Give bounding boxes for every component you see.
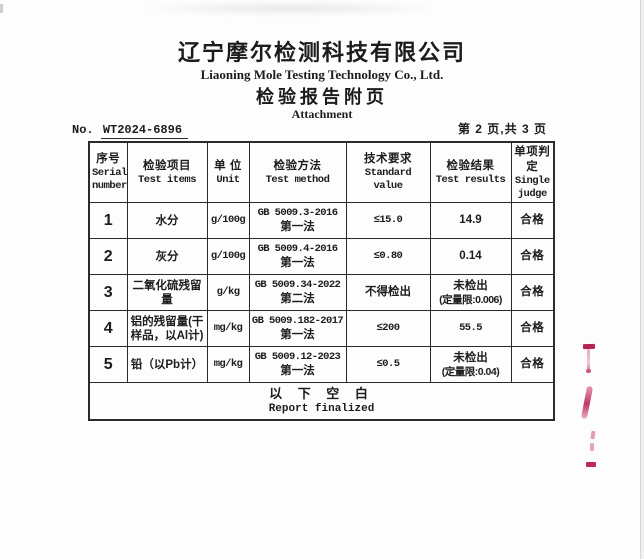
cell-serial: 5 xyxy=(88,346,128,383)
cell-method: GB 5009.4-2016 第一法 xyxy=(248,238,347,275)
meta-row: No. WT2024-6896 第 2 页,共 3 页 xyxy=(72,120,547,139)
cell-judge: 合格 xyxy=(510,310,555,347)
report-title-en: Attachment xyxy=(291,107,353,121)
cell-unit: g/100g xyxy=(206,238,250,275)
stamp-fragment-mark2 xyxy=(590,443,594,451)
cell-result: 0.14 xyxy=(429,238,512,275)
stamp-fragment-mark1 xyxy=(590,430,596,440)
cell-method: GB 5009.182-2017 第一法 xyxy=(248,310,347,347)
cell-result: 14.9 xyxy=(429,202,512,239)
cell-result: 未检出 (定量限:0.04) xyxy=(429,346,512,383)
stamp-fragment-streak xyxy=(580,385,594,420)
table-row: 1 水分 g/100g GB 5009.3-2016 第一法 ≤15.0 14.9… xyxy=(88,202,555,239)
cell-serial: 1 xyxy=(88,202,128,239)
cell-method: GB 5009.34-2022 第二法 xyxy=(248,274,347,311)
cell-item: 铝的残留量(干样品，以Al计) xyxy=(126,310,208,347)
page-edge-line xyxy=(640,0,644,559)
stamp-fragment-dash xyxy=(586,462,596,467)
table-header-row: 序号 Serial number 检验项目 Test items 单 位 Unit 检… xyxy=(88,141,555,203)
cell-serial: 3 xyxy=(88,274,128,311)
scan-smudge xyxy=(145,2,435,15)
page-indicator: 第 2 页,共 3 页 xyxy=(457,122,547,136)
col-header-unit: 单 位 Unit xyxy=(206,141,250,203)
cell-judge: 合格 xyxy=(510,346,555,383)
table-row: 4 铝的残留量(干样品，以Al计) mg/kg GB 5009.182-2017… xyxy=(88,310,555,347)
stamp-fragment-dot xyxy=(586,369,591,373)
cell-item: 铅（以Pb计） xyxy=(126,346,208,383)
cell-serial: 2 xyxy=(88,238,128,275)
footer-blank-note: 以 下 空 白 Report finalized xyxy=(88,382,555,421)
table-row: 3 二氧化硫残留量 g/kg GB 5009.34-2022 第二法 不得检出 未… xyxy=(88,274,555,311)
cell-item: 水分 xyxy=(126,202,208,239)
col-header-results: 检验结果 Test results xyxy=(429,141,512,203)
cell-result: 55.5 xyxy=(429,310,512,347)
cell-judge: 合格 xyxy=(510,274,555,311)
report-number: No. WT2024-6896 xyxy=(72,123,189,139)
report-title-cn: 检验报告附页 xyxy=(256,87,388,107)
table-row: 2 灰分 g/100g GB 5009.4-2016 第一法 ≤0.80 0.14… xyxy=(88,238,555,275)
cell-standard: ≤200 xyxy=(345,310,431,347)
cell-method: GB 5009.12-2023 第一法 xyxy=(248,346,347,383)
cell-method: GB 5009.3-2016 第一法 xyxy=(248,202,347,239)
col-header-method: 检验方法 Test method xyxy=(248,141,347,203)
table-row: 5 铅（以Pb计） mg/kg GB 5009.12-2023 第一法 ≤0.5 … xyxy=(88,346,555,383)
cell-unit: mg/kg xyxy=(206,346,250,383)
col-header-standard: 技术要求 Standard value xyxy=(345,141,431,203)
cell-result: 未检出 (定量限:0.006) xyxy=(429,274,512,311)
cell-unit: g/100g xyxy=(206,202,250,239)
cell-standard: ≤0.5 xyxy=(345,346,431,383)
scan-corner-mark xyxy=(0,4,3,13)
cell-judge: 合格 xyxy=(510,202,555,239)
table-footer-row: 以 下 空 白 Report finalized xyxy=(88,382,555,421)
report-number-label: No. xyxy=(72,123,94,137)
cell-unit: mg/kg xyxy=(206,310,250,347)
col-header-serial: 序号 Serial number xyxy=(88,141,128,203)
report-number-value: WT2024-6896 xyxy=(100,123,189,139)
col-header-judge: 单项判定 Single judge xyxy=(510,141,555,203)
report-header: 辽宁摩尔检测科技有限公司 Liaoning Mole Testing Techn… xyxy=(0,40,644,121)
company-name-cn: 辽宁摩尔检测科技有限公司 xyxy=(177,40,466,65)
stamp-fragment-bar xyxy=(582,343,596,349)
results-table: 序号 Serial number 检验项目 Test items 单 位 Unit 检… xyxy=(88,141,555,421)
cell-standard: 不得检出 xyxy=(345,274,431,311)
company-name-en: Liaoning Mole Testing Technology Co., Lt… xyxy=(200,67,444,82)
col-header-items: 检验项目 Test items xyxy=(126,141,208,203)
cell-item: 二氧化硫残留量 xyxy=(126,274,208,311)
cell-item: 灰分 xyxy=(126,238,208,275)
cell-serial: 4 xyxy=(88,310,128,347)
cell-standard: ≤0.80 xyxy=(345,238,431,275)
stamp-fragment-tail xyxy=(587,349,590,371)
cell-judge: 合格 xyxy=(510,238,555,275)
cell-standard: ≤15.0 xyxy=(345,202,431,239)
cell-unit: g/kg xyxy=(206,274,250,311)
